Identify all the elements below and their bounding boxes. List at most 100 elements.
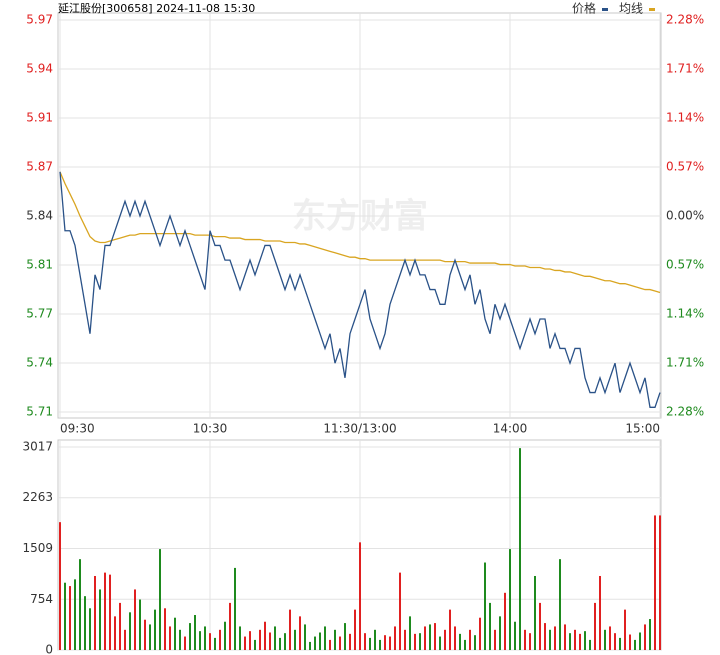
y-tick-label: 5.71 <box>26 405 53 419</box>
volume-bar <box>449 609 451 650</box>
volume-bar <box>329 639 331 650</box>
volume-bar <box>514 621 516 650</box>
y-tick-label: 5.94 <box>26 62 53 76</box>
volume-bar <box>434 623 436 650</box>
volume-bar <box>224 621 226 650</box>
x-tick-label: 11:30/13:00 <box>323 422 396 436</box>
y2-tick-label: 0.57% <box>666 258 704 272</box>
volume-bar <box>99 589 101 650</box>
volume-bar <box>179 629 181 650</box>
volume-bar <box>389 636 391 650</box>
volume-bar <box>494 629 496 650</box>
volume-bar <box>249 631 251 650</box>
volume-bar <box>349 633 351 650</box>
y2-tick-label: 2.28% <box>666 13 704 27</box>
volume-bar <box>509 549 511 650</box>
volume-bar <box>304 624 306 650</box>
y-tick-label: 3017 <box>22 440 53 454</box>
volume-bar <box>299 616 301 650</box>
volume-bar <box>244 636 246 650</box>
volume-bar <box>409 616 411 650</box>
y-tick-label: 5.87 <box>26 160 53 174</box>
volume-bar <box>639 632 641 650</box>
volume-bar <box>84 596 86 650</box>
y-tick-label: 5.97 <box>26 13 53 27</box>
volume-bar <box>604 629 606 650</box>
volume-bar <box>394 626 396 650</box>
volume-bar <box>659 515 661 650</box>
volume-bar <box>344 623 346 650</box>
volume-bar <box>529 633 531 650</box>
volume-bar <box>74 579 76 650</box>
volume-bar <box>454 626 456 650</box>
volume-bar <box>164 608 166 650</box>
volume-bar <box>214 637 216 650</box>
volume-bar <box>619 637 621 650</box>
volume-bar <box>564 624 566 650</box>
volume-bar <box>259 629 261 650</box>
y-tick-label: 5.81 <box>26 258 53 272</box>
volume-bar <box>64 582 66 650</box>
volume-bar <box>144 619 146 650</box>
volume-bar <box>519 448 521 650</box>
volume-bar <box>584 631 586 650</box>
legend-label: 均线 <box>619 2 643 16</box>
volume-bar <box>524 629 526 650</box>
volume-bar <box>199 631 201 650</box>
volume-bar <box>534 575 536 650</box>
volume-bar <box>284 633 286 650</box>
volume-bar <box>289 609 291 650</box>
volume-bar <box>379 639 381 650</box>
volume-bar <box>339 636 341 650</box>
x-tick-label: 14:00 <box>493 422 528 436</box>
volume-bar <box>574 629 576 650</box>
volume-bar <box>59 522 61 650</box>
volume-bar <box>439 636 441 650</box>
volume-bar <box>139 599 141 650</box>
volume-bar <box>119 602 121 650</box>
y-tick-label: 0 <box>45 643 53 655</box>
volume-bar <box>614 633 616 650</box>
y2-tick-label: 0.00% <box>666 209 704 223</box>
volume-bar <box>104 572 106 650</box>
volume-bar <box>279 637 281 650</box>
y2-tick-label: 0.57% <box>666 160 704 174</box>
y-tick-label: 2263 <box>22 490 53 504</box>
volume-bar <box>159 549 161 650</box>
volume-bar <box>209 633 211 650</box>
y-tick-label: 1509 <box>22 541 53 555</box>
volume-bar <box>204 626 206 650</box>
volume-bar <box>459 633 461 650</box>
y-tick-label: 5.74 <box>26 356 53 370</box>
y-tick-label: 754 <box>30 592 53 606</box>
y-tick-label: 5.91 <box>26 111 53 125</box>
volume-bar <box>414 633 416 650</box>
volume-bar <box>469 629 471 650</box>
volume-bar <box>404 629 406 650</box>
volume-bar <box>149 624 151 650</box>
chart-title: 延江股份[300658] 2024-11-08 15:30 <box>58 2 255 15</box>
volume-bar <box>654 515 656 650</box>
x-tick-label: 10:30 <box>193 422 228 436</box>
volume-bar <box>194 615 196 650</box>
volume-bar <box>174 617 176 650</box>
volume-bar <box>424 626 426 650</box>
volume-bar <box>644 624 646 650</box>
volume-bar <box>544 623 546 650</box>
volume-bar <box>324 626 326 650</box>
volume-bar <box>384 635 386 650</box>
volume-bar <box>399 572 401 650</box>
y2-tick-label: 1.14% <box>666 111 704 125</box>
volume-bar <box>559 559 561 650</box>
volume-bar <box>79 559 81 650</box>
volume-bar <box>444 629 446 650</box>
volume-bar <box>69 586 71 650</box>
y2-tick-label: 1.71% <box>666 356 704 370</box>
volume-bar <box>374 629 376 650</box>
volume-bar <box>189 623 191 650</box>
volume-bar <box>314 636 316 650</box>
price-line <box>59 171 661 294</box>
volume-bar <box>129 612 131 650</box>
volume-bar <box>429 624 431 650</box>
volume-bar <box>234 567 236 650</box>
